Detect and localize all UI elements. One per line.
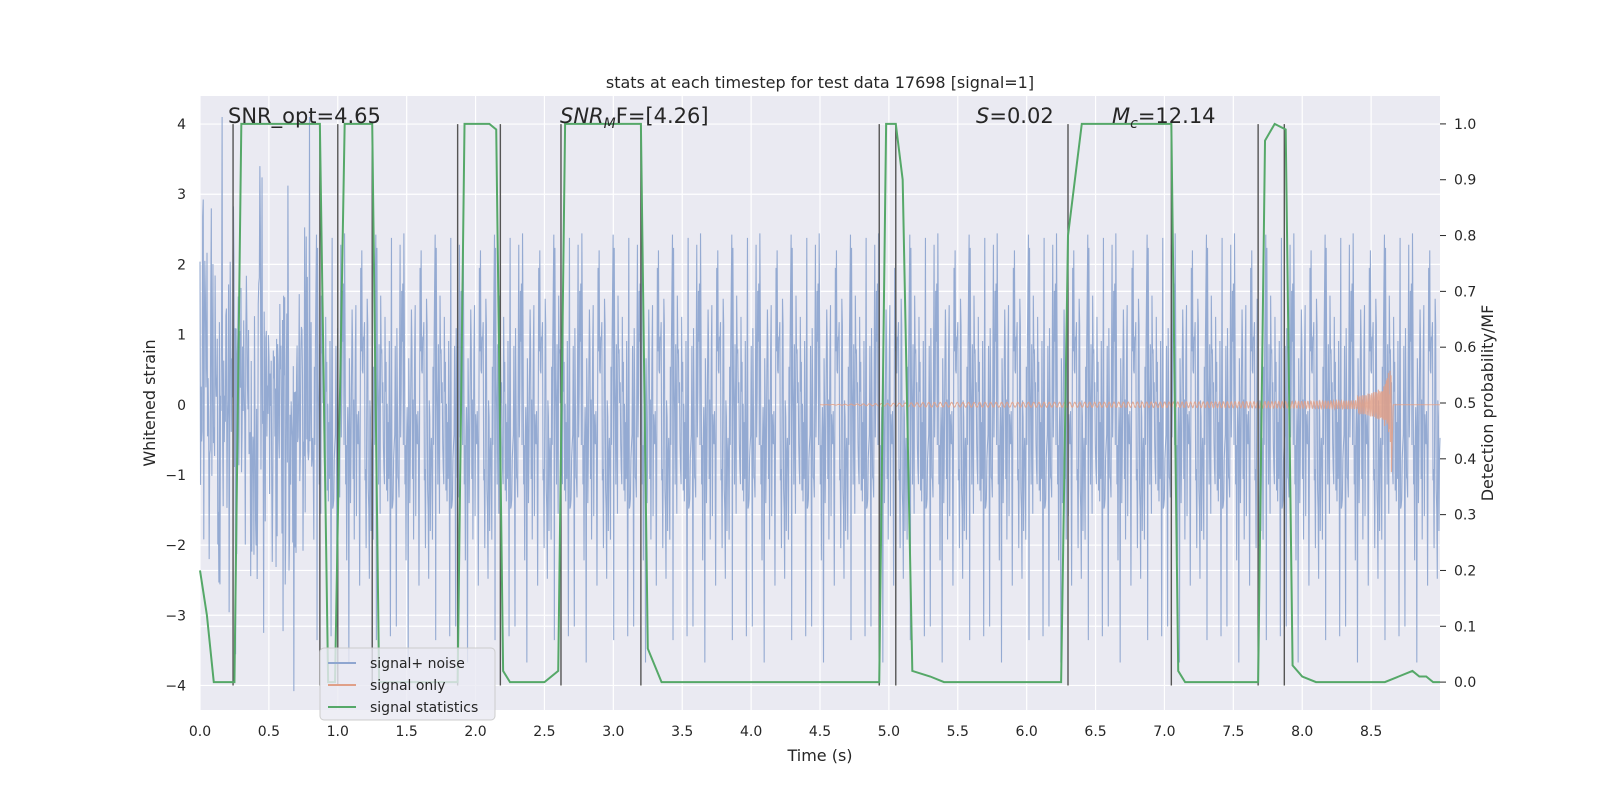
y-right-tick-label: 0.4	[1454, 452, 1476, 468]
annotation-suffix: =0.02	[989, 104, 1053, 128]
legend: signal+ noise signal only signal statistic…	[319, 647, 496, 721]
annotation-0: SNR_opt=4.65	[228, 104, 381, 129]
x-axis-label: Time (s)	[786, 746, 852, 765]
annotation-italic: S	[976, 104, 989, 128]
y-right-tick-label: 0.2	[1454, 563, 1476, 579]
x-tick-label: 0.5	[258, 724, 280, 740]
y-right-tick-label: 0.5	[1454, 396, 1476, 412]
annotation-suffix: F=[4.26]	[616, 104, 709, 128]
y-tick-label: 1	[177, 328, 186, 344]
x-tick-label: 8.0	[1291, 724, 1313, 740]
x-tick-label: 2.5	[533, 724, 555, 740]
y-right-tick-label: 0.0	[1454, 675, 1476, 691]
x-tick-label: 1.5	[396, 724, 418, 740]
signal-only-line	[820, 370, 1440, 473]
x-tick-label: 4.0	[740, 724, 762, 740]
signal-plus-noise-line	[199, 117, 1441, 692]
y-tick-label: −4	[165, 678, 186, 694]
y-right-tick-label: 0.6	[1454, 340, 1476, 356]
chart-title: stats at each timestep for test data 176…	[606, 73, 1034, 92]
y-tick-label: −1	[165, 468, 186, 484]
legend-box	[319, 647, 496, 721]
x-tick-label: 0.0	[189, 724, 211, 740]
x-tick-label: 4.5	[809, 724, 831, 740]
x-tick-label: 8.5	[1360, 724, 1382, 740]
x-tick-label: 3.0	[602, 724, 624, 740]
annotation-suffix: =12.14	[1138, 104, 1216, 128]
y-tick-label: 4	[177, 117, 186, 133]
y-tick-label: 2	[177, 257, 186, 273]
annotation-italic: M	[1112, 104, 1130, 128]
legend-label: signal only	[370, 678, 445, 694]
axis-ticks: 0.0 0.5 1.0 1.5 2.0 2.5 3.0 3.5 4.0 4.5 5.0 5.5 6.0 6…	[165, 117, 1476, 740]
annotation-prefix: SNR_opt=4.65	[228, 104, 381, 129]
series-signal-only	[820, 370, 1440, 473]
y-right-tick-label: 0.1	[1454, 619, 1476, 635]
x-tick-label: 6.0	[1016, 724, 1038, 740]
x-tick-label: 5.5	[947, 724, 969, 740]
annotation-1: SNRMF=[4.26]	[560, 104, 709, 132]
annotation-subscript: M	[604, 116, 616, 132]
y-right-axis-label: Detection probability/MF	[1478, 305, 1497, 502]
x-tick-label: 2.0	[464, 724, 486, 740]
y-tick-label: −3	[165, 608, 186, 624]
y-right-tick-label: 1.0	[1454, 117, 1476, 133]
annotation-3: Mc=12.14	[1112, 104, 1216, 132]
legend-label: signal+ noise	[370, 656, 465, 672]
legend-label: signal statistics	[370, 700, 478, 716]
x-tick-label: 1.0	[327, 724, 349, 740]
y-right-tick-label: 0.8	[1454, 229, 1476, 245]
y-tick-label: 0	[177, 398, 186, 414]
annotation-subscript: c	[1130, 116, 1138, 132]
annotation-2: S=0.02	[976, 104, 1054, 128]
annotations: SNR_opt=4.65 SNRMF=[4.26] S=0.02 Mc=12.14	[228, 104, 1216, 132]
x-tick-label: 7.0	[1153, 724, 1175, 740]
x-tick-label: 7.5	[1222, 724, 1244, 740]
y-right-tick-label: 0.3	[1454, 508, 1476, 524]
x-tick-label: 6.5	[1084, 724, 1106, 740]
x-tick-label: 5.0	[878, 724, 900, 740]
y-axis-label: Whitened strain	[140, 339, 159, 466]
y-tick-label: −2	[165, 538, 186, 554]
y-right-tick-label: 0.9	[1454, 173, 1476, 189]
series-signal-plus-noise	[199, 117, 1441, 692]
y-right-tick-label: 0.7	[1454, 284, 1476, 300]
annotation-italic: SNR	[560, 104, 604, 128]
y-tick-label: 3	[177, 187, 186, 203]
x-tick-label: 3.5	[671, 724, 693, 740]
